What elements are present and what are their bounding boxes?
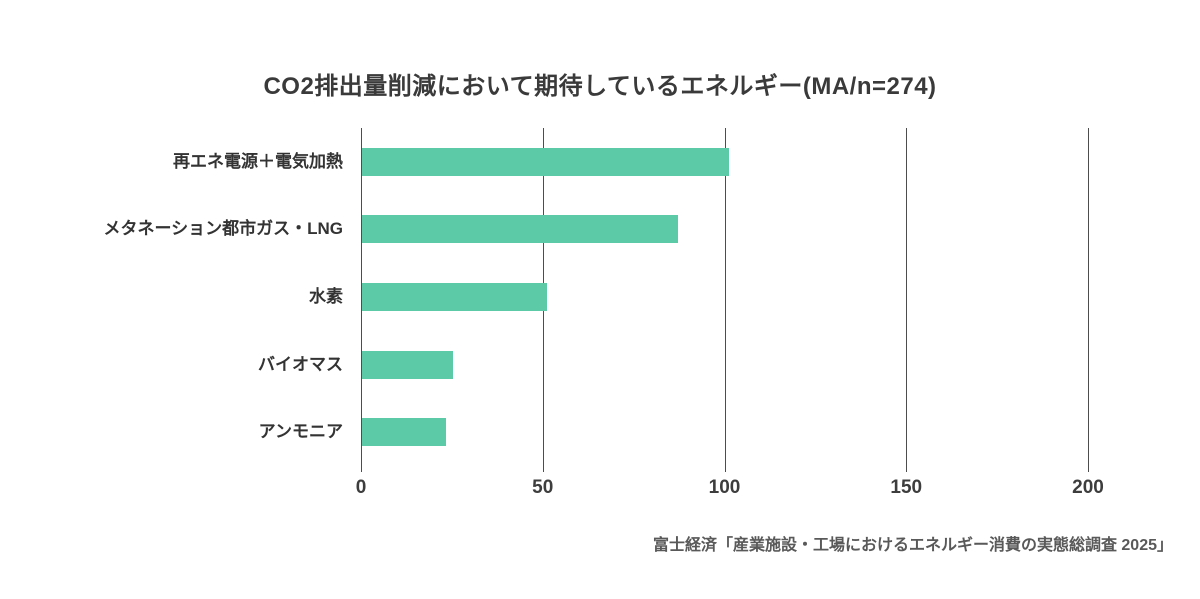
category-label-4: アンモニア	[258, 422, 343, 442]
x-tick-label-0: 0	[355, 477, 367, 498]
bar-1	[362, 215, 679, 244]
bar-2	[362, 283, 548, 311]
x-tick-label-50: 50	[532, 477, 554, 498]
category-label-3: バイオマス	[258, 354, 343, 374]
plot-area	[361, 128, 1089, 472]
gridline-100	[724, 128, 726, 472]
source-citation: 富士経済「産業施設・工場におけるエネルギー消費の実態総調査 2025」	[652, 537, 1173, 554]
chart-title: CO2排出量削減において期待しているエネルギー(MA/n=274)	[263, 73, 937, 100]
bar-0	[362, 147, 730, 176]
category-label-1: メタネーション都市ガス・LNG	[103, 219, 343, 239]
gridline-200	[1088, 128, 1089, 472]
x-tick-label-150: 150	[890, 477, 923, 498]
category-label-2: 水素	[309, 287, 343, 306]
bar-4	[362, 418, 446, 447]
x-tick-label-200: 200	[1072, 477, 1104, 498]
gridline-150	[906, 128, 908, 472]
x-tick-label-100: 100	[708, 477, 741, 498]
category-label-0: 再エネ電源＋電気加熱	[173, 151, 343, 171]
gridline-0	[361, 128, 362, 472]
bar-3	[362, 350, 453, 379]
